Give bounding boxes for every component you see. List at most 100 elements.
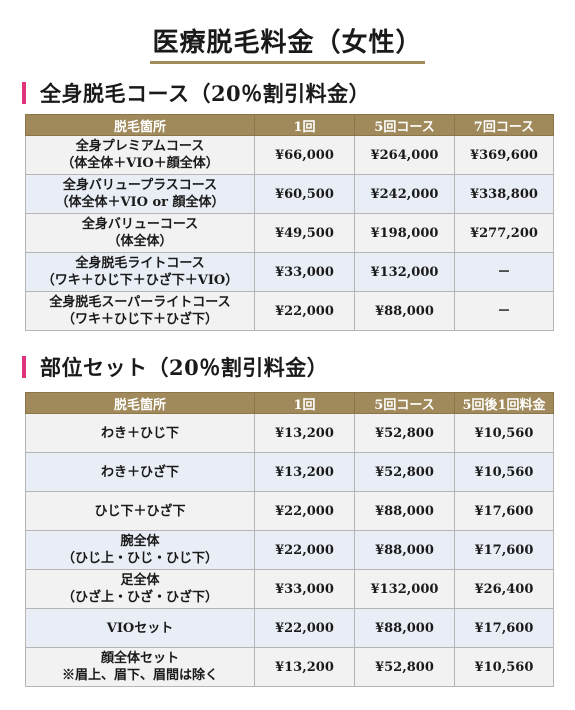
price-third-column-cell: ¥26,400: [454, 569, 554, 609]
section-heading-full-body: 全身脱毛コース（20％割引料金）: [22, 78, 370, 108]
section-heading-text: 全身脱毛コース（20％割引料金）: [40, 81, 371, 106]
table-header-row: 脱毛箇所 1回 5回コース 5回後1回料金: [25, 392, 554, 414]
area-name-line1: 全身バリューコース: [81, 217, 199, 232]
table-header-row: 脱毛箇所 1回 5回コース 7回コース: [25, 114, 554, 136]
area-name-cell: 全身バリューコース （体全体）: [25, 213, 255, 253]
part-set-price-table: 脱毛箇所 1回 5回コース 5回後1回料金 わき＋ひじ下 ¥13,200 ¥52,8…: [25, 392, 554, 687]
price-third-column-cell: ¥17,600: [454, 491, 554, 531]
area-name-cell: 全身プレミアムコース （体全体＋VIO＋顔全体）: [25, 135, 255, 175]
price-single-cell: ¥66,000: [254, 135, 355, 175]
price-single-cell: ¥13,200: [254, 452, 355, 492]
area-name-cell: ひじ下＋ひざ下: [25, 491, 255, 531]
pink-bar-icon: [22, 82, 26, 104]
price-five-course-cell: ¥132,000: [354, 569, 455, 609]
area-name-line1: 全身脱毛ライトコース: [75, 256, 205, 271]
area-name-line1: わき＋ひざ下: [100, 464, 179, 480]
area-name-cell: 全身脱毛スーパーライトコース （ワキ＋ひじ下＋ひざ下）: [25, 291, 255, 331]
price-five-course-cell: ¥52,800: [354, 452, 455, 492]
column-header-seven-course: 7回コース: [454, 114, 554, 136]
price-five-course-cell: ¥88,000: [354, 291, 455, 331]
table-row: わき＋ひざ下 ¥13,200 ¥52,800 ¥10,560: [25, 452, 554, 492]
area-name-line1: 全身脱毛スーパーライトコース: [49, 295, 231, 310]
column-header-five-course: 5回コース: [354, 114, 455, 136]
price-single-cell: ¥49,500: [254, 213, 355, 253]
price-third-column-cell: －: [454, 252, 554, 292]
table-row: 顔全体セット ※眉上、眉下、眉間は除く ¥13,200 ¥52,800 ¥10,560: [25, 647, 554, 687]
price-single-cell: ¥13,200: [254, 413, 355, 453]
price-single-cell: ¥22,000: [254, 491, 355, 531]
price-single-cell: ¥22,000: [254, 291, 355, 331]
price-third-column-cell: ¥369,600: [454, 135, 554, 175]
price-single-cell: ¥22,000: [254, 530, 355, 570]
area-name-line1: 全身バリュープラスコース: [62, 178, 218, 193]
price-single-cell: ¥22,000: [254, 608, 355, 648]
price-third-column-cell: ¥338,800: [454, 174, 554, 214]
area-name-cell: 腕全体 （ひじ上・ひじ・ひじ下）: [25, 530, 255, 570]
table-row: 腕全体 （ひじ上・ひじ・ひじ下） ¥22,000 ¥88,000 ¥17,600: [25, 530, 554, 570]
area-name-cell: わき＋ひざ下: [25, 452, 255, 492]
table-row: ひじ下＋ひざ下 ¥22,000 ¥88,000 ¥17,600: [25, 491, 554, 531]
price-five-course-cell: ¥198,000: [354, 213, 455, 253]
price-five-course-cell: ¥132,000: [354, 252, 455, 292]
column-header-five-course: 5回コース: [354, 392, 455, 414]
area-name-line2: （体全体＋VIO＋顔全体）: [61, 156, 219, 171]
price-third-column-cell: ¥277,200: [454, 213, 554, 253]
area-name-cell: わき＋ひじ下: [25, 413, 255, 453]
price-single-cell: ¥33,000: [254, 252, 355, 292]
area-name-line1: わき＋ひじ下: [100, 425, 179, 441]
price-third-column-cell: ¥10,560: [454, 452, 554, 492]
area-name-line2: （体全体＋VIO or 顔全体）: [55, 195, 225, 210]
table-row: 全身バリューコース （体全体） ¥49,500 ¥198,000 ¥277,200: [25, 213, 554, 253]
area-name-line1: 顔全体セット: [100, 651, 179, 666]
table-row: VIOセット ¥22,000 ¥88,000 ¥17,600: [25, 608, 554, 648]
column-header-after-five: 5回後1回料金: [454, 392, 554, 414]
table-row: 全身プレミアムコース （体全体＋VIO＋顔全体） ¥66,000 ¥264,000 ¥3…: [25, 135, 554, 175]
price-third-column-cell: ¥17,600: [454, 608, 554, 648]
area-name-cell: 全身脱毛ライトコース （ワキ＋ひじ下＋ひざ下＋VIO）: [25, 252, 255, 292]
table-row: 足全体 （ひざ上・ひざ・ひざ下） ¥33,000 ¥132,000 ¥26,400: [25, 569, 554, 609]
area-name-line1: VIOセット: [106, 620, 174, 636]
area-name-line2: ※眉上、眉下、眉間は除く: [61, 668, 218, 683]
area-name-cell: 顔全体セット ※眉上、眉下、眉間は除く: [25, 647, 255, 687]
price-five-course-cell: ¥88,000: [354, 491, 455, 531]
area-name-line1: 腕全体: [120, 534, 160, 549]
price-five-course-cell: ¥242,000: [354, 174, 455, 214]
area-name-line2: （ひざ上・ひざ・ひざ下）: [61, 590, 218, 605]
area-name-line2: （ワキ＋ひじ下＋ひざ下＋VIO）: [41, 273, 239, 288]
column-header-single: 1回: [254, 114, 355, 136]
price-five-course-cell: ¥264,000: [354, 135, 455, 175]
area-name-line1: ひじ下＋ひざ下: [94, 503, 186, 519]
price-single-cell: ¥33,000: [254, 569, 355, 609]
full-body-price-table: 脱毛箇所 1回 5回コース 7回コース 全身プレミアムコース （体全体＋VIO＋顔…: [25, 114, 554, 331]
area-name-line2: （ワキ＋ひじ下＋ひざ下）: [61, 312, 218, 327]
section-heading-text: 部位セット（20％割引料金）: [40, 355, 329, 380]
area-name-line1: 全身プレミアムコース: [75, 139, 205, 154]
table-row: わき＋ひじ下 ¥13,200 ¥52,800 ¥10,560: [25, 413, 554, 453]
column-header-area: 脱毛箇所: [25, 114, 255, 136]
page-title-text: 医療脱毛料金（女性）: [150, 22, 425, 64]
table-row: 全身バリュープラスコース （体全体＋VIO or 顔全体） ¥60,500 ¥242,…: [25, 174, 554, 214]
price-five-course-cell: ¥52,800: [354, 413, 455, 453]
table-row: 全身脱毛スーパーライトコース （ワキ＋ひじ下＋ひざ下） ¥22,000 ¥88,000…: [25, 291, 554, 331]
column-header-area: 脱毛箇所: [25, 392, 255, 414]
price-third-column-cell: ¥10,560: [454, 647, 554, 687]
pink-bar-icon: [22, 356, 26, 378]
price-third-column-cell: －: [454, 291, 554, 331]
area-name-line2: （体全体）: [107, 234, 173, 249]
page-title: 医療脱毛料金（女性）: [0, 22, 575, 64]
column-header-single: 1回: [254, 392, 355, 414]
price-five-course-cell: ¥52,800: [354, 647, 455, 687]
area-name-cell: VIOセット: [25, 608, 255, 648]
price-third-column-cell: ¥17,600: [454, 530, 554, 570]
price-five-course-cell: ¥88,000: [354, 608, 455, 648]
area-name-line1: 足全体: [120, 573, 160, 588]
section-heading-part-set: 部位セット（20％割引料金）: [22, 352, 328, 382]
price-single-cell: ¥13,200: [254, 647, 355, 687]
area-name-cell: 足全体 （ひざ上・ひざ・ひざ下）: [25, 569, 255, 609]
area-name-line2: （ひじ上・ひじ・ひじ下）: [61, 551, 218, 566]
price-single-cell: ¥60,500: [254, 174, 355, 214]
price-third-column-cell: ¥10,560: [454, 413, 554, 453]
area-name-cell: 全身バリュープラスコース （体全体＋VIO or 顔全体）: [25, 174, 255, 214]
table-row: 全身脱毛ライトコース （ワキ＋ひじ下＋ひざ下＋VIO） ¥33,000 ¥132,00…: [25, 252, 554, 292]
price-five-course-cell: ¥88,000: [354, 530, 455, 570]
